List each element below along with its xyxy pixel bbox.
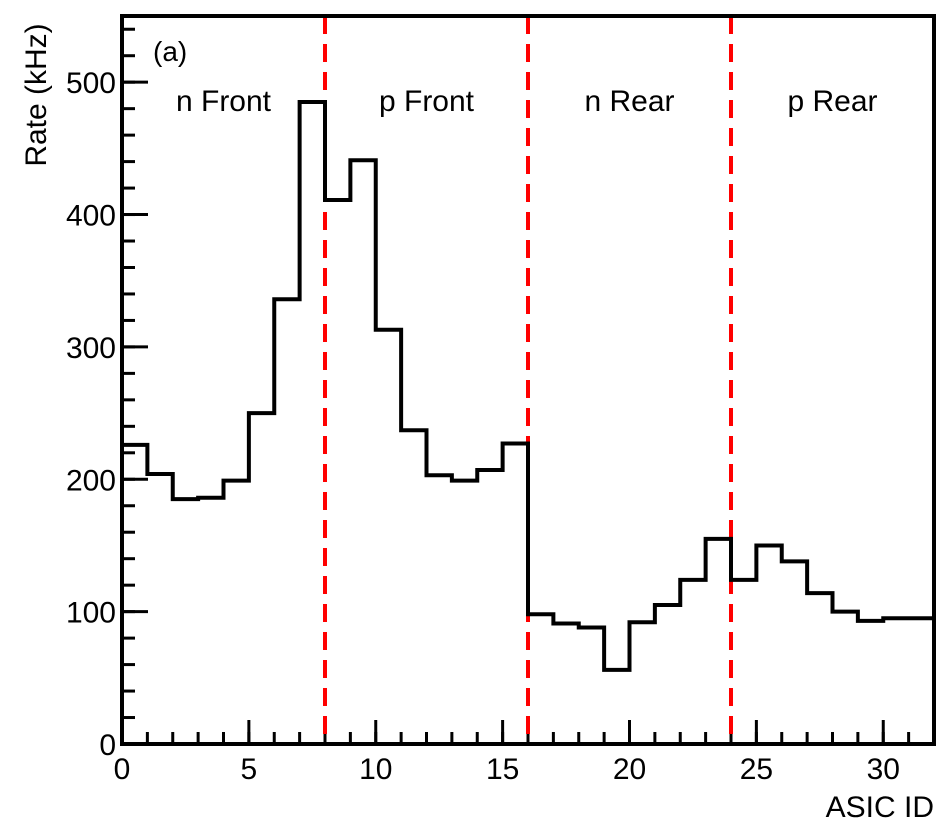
region-label: n Front (176, 85, 272, 118)
y-axis-label: Rate (kHz) (20, 23, 53, 166)
x-axis-label: ASIC ID (826, 791, 934, 824)
plot-frame (120, 14, 936, 746)
region-label: p Rear (787, 85, 877, 118)
region-label: n Rear (584, 85, 674, 118)
y-tick-label: 0 (99, 729, 116, 762)
x-tick-label: 5 (241, 753, 258, 786)
y-tick-labels: 0 100 200 300 400 500 (66, 67, 116, 762)
histogram-line (122, 100, 934, 672)
major-ticks (120, 80, 885, 746)
region-label: p Front (379, 85, 475, 118)
y-tick-label: 400 (66, 200, 116, 233)
panel-label: (a) (153, 36, 187, 67)
y-tick-label: 100 (66, 597, 116, 630)
region-dividers (323, 16, 733, 744)
x-tick-label: 30 (867, 753, 900, 786)
x-tick-labels: 0 5 10 15 20 25 30 (114, 753, 900, 786)
x-tick-label: 10 (359, 753, 392, 786)
x-tick-label: 25 (740, 753, 773, 786)
y-tick-label: 300 (66, 332, 116, 365)
region-labels: n Front p Front n Rear p Rear (176, 85, 878, 118)
y-tick-label: 500 (66, 67, 116, 100)
y-tick-label: 200 (66, 464, 116, 497)
x-tick-label: 0 (114, 753, 131, 786)
x-tick-label: 20 (613, 753, 646, 786)
x-tick-label: 15 (486, 753, 519, 786)
